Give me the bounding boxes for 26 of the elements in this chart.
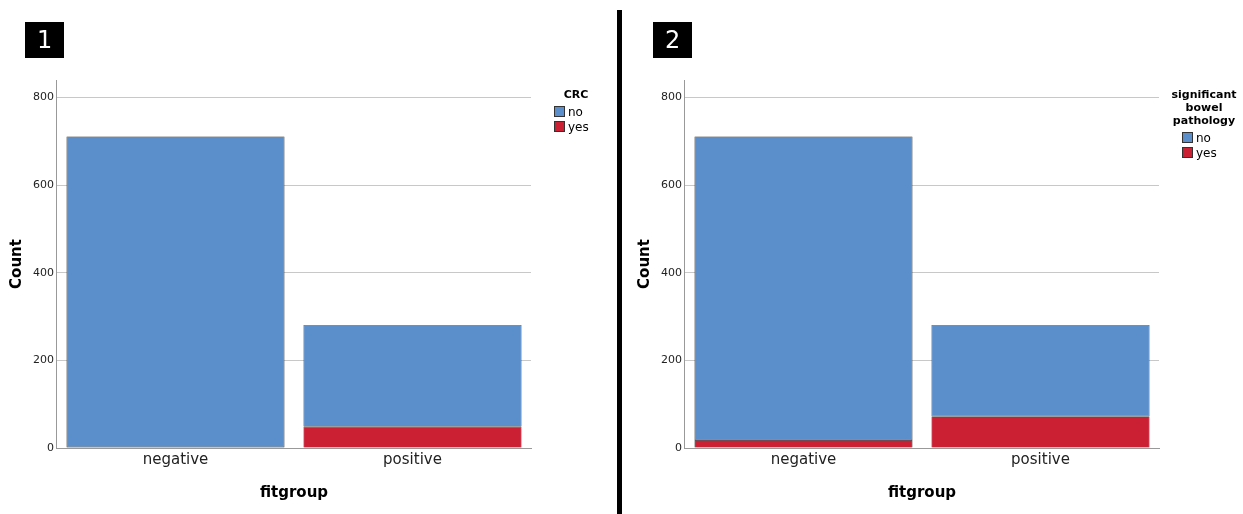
y-tick-label: 0 <box>47 440 54 454</box>
y-tick-label: 0 <box>675 440 682 454</box>
text: no <box>1196 130 1211 145</box>
text: 1 <box>25 22 65 58</box>
text: 2 <box>653 22 693 58</box>
text: no <box>568 104 583 119</box>
legend-label: yes <box>568 119 589 134</box>
y-tick-label: 200 <box>661 353 682 367</box>
y-tick-label: 200 <box>33 353 54 367</box>
y-tick-label: 800 <box>661 90 682 104</box>
legend-title: CRC <box>562 88 590 101</box>
x-tick-label: negative <box>770 449 837 468</box>
legend-title: significant bowel pathology <box>1170 88 1238 127</box>
x-tick-label: positive <box>1011 449 1070 468</box>
legend-label: yes <box>1196 145 1217 160</box>
y-tick-label: 400 <box>33 265 54 279</box>
x-axis-title: fitgroup <box>259 482 329 501</box>
y-axis-title: Count <box>634 239 653 289</box>
y-tick-label: 400 <box>661 265 682 279</box>
x-tick-label: negative <box>142 449 209 468</box>
y-tick-label: 600 <box>661 178 682 191</box>
y-tick-label: 600 <box>33 178 54 191</box>
x-tick-label: positive <box>383 449 442 468</box>
y-tick-label: 800 <box>33 90 54 104</box>
x-axis-title: fitgroup <box>887 482 957 501</box>
y-axis-title: Count <box>6 239 25 289</box>
